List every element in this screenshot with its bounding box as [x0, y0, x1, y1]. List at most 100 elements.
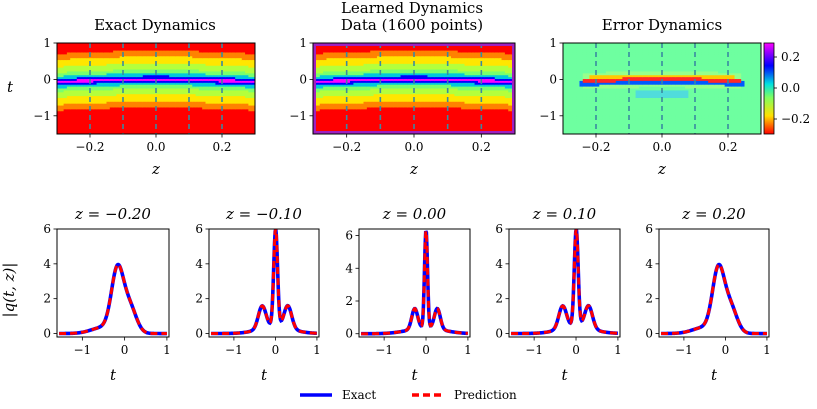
heatmap-cell — [245, 43, 249, 46]
heatmap-cell — [90, 56, 94, 59]
heatmap-cell — [231, 120, 236, 124]
heatmap-cell — [440, 126, 445, 129]
heatmap-cell — [336, 97, 341, 101]
heatmap-cell — [319, 50, 324, 53]
heatmap-cell — [440, 118, 445, 122]
heatmap-cell — [192, 56, 197, 59]
heatmap-cell — [400, 97, 405, 101]
heatmap-cell — [57, 43, 61, 46]
heatmap-cell — [238, 109, 243, 112]
heatmap-cell — [142, 96, 147, 99]
heatmap-cell — [119, 48, 124, 52]
heatmap-cell — [454, 97, 459, 101]
heatmap-cell — [451, 94, 455, 97]
heatmap-cell — [235, 73, 239, 76]
heatmap-cell — [390, 116, 395, 120]
heatmap-cell — [212, 44, 216, 48]
heatmap-cell — [323, 128, 327, 131]
heatmap-cell — [208, 63, 213, 67]
heatmap-cell — [356, 63, 361, 67]
heatmap-cell — [129, 43, 134, 46]
heatmap-cell — [169, 101, 173, 105]
heatmap-cell — [185, 69, 190, 72]
heatmap-cell — [80, 97, 84, 101]
heatmap-cell — [218, 58, 223, 61]
heatmap-cell — [383, 69, 388, 72]
heatmap-cell — [136, 80, 140, 84]
heatmap-cell — [83, 94, 88, 97]
heatmap-cell — [80, 88, 84, 91]
heatmap-cell — [192, 101, 197, 105]
heatmap-cell — [103, 115, 107, 118]
heatmap-cell — [189, 63, 193, 67]
heatmap-cell — [440, 90, 445, 93]
heatmap-cell — [93, 99, 98, 103]
heatmap-cell — [169, 58, 173, 61]
heatmap-cell — [225, 86, 230, 89]
heatmap-cell — [251, 56, 256, 59]
heatmap-cell — [339, 90, 344, 93]
heatmap-cell — [215, 130, 220, 133]
heatmap-cell — [390, 122, 395, 126]
heatmap-cell — [202, 90, 206, 93]
heatmap-cell — [353, 101, 358, 105]
heatmap-cell — [407, 113, 412, 116]
heatmap-cell — [248, 82, 253, 86]
heatmap-cell — [420, 88, 425, 91]
heatmap-cell — [182, 124, 187, 127]
heatmap-cell — [182, 96, 187, 99]
heatmap-cell — [76, 52, 81, 55]
heatmap-cell — [202, 103, 206, 107]
heatmap-cell — [60, 96, 65, 99]
heatmap-cell — [403, 52, 408, 55]
heatmap-cell — [109, 79, 114, 82]
heatmap-cell — [83, 56, 88, 59]
heatmap-cell — [113, 128, 117, 131]
heatmap-cell — [424, 84, 428, 88]
heatmap-cell — [198, 124, 203, 127]
heatmap-cell — [440, 80, 445, 84]
heatmap-cell — [126, 105, 131, 108]
heatmap-cell — [420, 65, 425, 69]
heatmap-cell — [205, 115, 210, 118]
heatmap-cell — [424, 75, 428, 78]
heatmap-cell — [370, 73, 375, 76]
heatmap-cell — [316, 77, 321, 80]
heatmap-cell — [149, 75, 154, 78]
heatmap-cell — [198, 58, 203, 61]
heatmap-cell — [162, 101, 167, 105]
heatmap-cell — [215, 103, 220, 107]
heatmap-cell — [162, 44, 167, 48]
heatmap-cell — [212, 88, 216, 91]
heatmap-cell — [99, 56, 104, 59]
heatmap-cell — [63, 88, 68, 91]
heatmap-cell — [126, 56, 131, 59]
heatmap-cell — [113, 96, 117, 99]
heatmap-cell — [380, 77, 385, 80]
heatmap-cell — [198, 69, 203, 72]
heatmap-cell — [356, 105, 361, 108]
heatmap-cell — [427, 63, 432, 67]
heatmap-cell — [93, 103, 98, 107]
heatmap-cell — [245, 54, 249, 57]
heatmap-cell — [231, 109, 236, 112]
heatmap-cell — [218, 79, 223, 82]
heatmap-cell — [66, 88, 71, 91]
heatmap-cell — [360, 80, 364, 84]
heatmap-cell — [222, 109, 226, 112]
heatmap-cell — [251, 124, 256, 127]
heatmap-cell — [329, 48, 334, 52]
heatmap-cell — [451, 79, 455, 82]
heatmap-cell — [73, 43, 78, 46]
heatmap-cell — [339, 46, 344, 50]
heatmap-cell — [179, 80, 183, 84]
heatmap-cell — [235, 122, 239, 126]
heatmap-cell — [208, 73, 213, 76]
heatmap-cell — [106, 113, 111, 116]
heatmap-cell — [116, 86, 121, 89]
heatmap-cell — [336, 46, 341, 50]
heatmap-cell — [60, 115, 65, 118]
heatmap-cell — [63, 77, 68, 80]
heatmap-cell — [189, 86, 193, 89]
heatmap-cell — [83, 44, 88, 48]
